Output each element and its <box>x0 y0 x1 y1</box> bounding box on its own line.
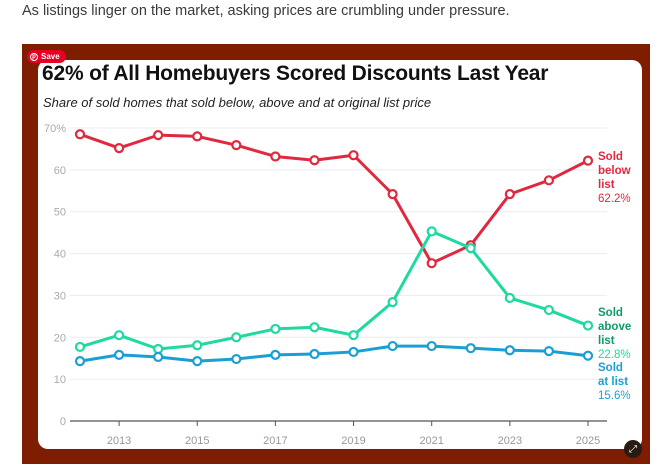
series-end-value: 62.2% <box>598 193 631 205</box>
data-point <box>387 340 398 352</box>
data-point <box>192 340 203 351</box>
data-point <box>270 323 281 335</box>
data-point <box>387 189 398 200</box>
series-label: above <box>598 321 631 333</box>
data-point <box>387 297 398 308</box>
series-line-0 <box>79 132 589 265</box>
series-end-value: 15.6% <box>598 390 631 402</box>
y-tick-label: 0 <box>60 416 66 428</box>
series-label: list <box>598 335 615 347</box>
y-tick-label: 50 <box>54 207 66 219</box>
y-tick-label: 10 <box>54 374 66 386</box>
data-point <box>113 349 125 360</box>
data-point <box>504 292 515 304</box>
series-label: Sold <box>598 307 623 319</box>
x-tick-label: 2013 <box>107 435 131 447</box>
data-point <box>348 150 359 161</box>
data-point <box>465 243 476 254</box>
y-tick-label: 70% <box>44 123 66 135</box>
pinterest-icon: p <box>30 52 38 61</box>
x-tick-label: 2023 <box>498 435 522 447</box>
save-label: Save <box>41 52 60 61</box>
series-label: list <box>598 179 615 191</box>
data-point <box>113 142 125 154</box>
chart-subtitle: Share of sold homes that sold below, abo… <box>43 95 432 110</box>
data-point <box>543 304 555 316</box>
data-point <box>309 155 320 166</box>
series-label: below <box>598 165 631 177</box>
x-tick-label: 2017 <box>263 435 287 447</box>
data-point <box>504 345 515 356</box>
y-tick-label: 40 <box>54 249 66 261</box>
data-point <box>74 129 86 140</box>
data-point <box>504 189 515 200</box>
data-point <box>74 341 86 353</box>
data-point <box>309 348 320 360</box>
x-tick-label: 2019 <box>341 435 365 447</box>
data-point <box>192 356 203 367</box>
data-point <box>231 353 242 365</box>
article-intro-text: As listings linger on the market, asking… <box>22 3 510 19</box>
series-end-value: 22.8% <box>598 349 631 361</box>
data-point <box>231 140 242 151</box>
data-point <box>543 345 555 357</box>
data-point <box>348 346 359 358</box>
x-tick-label: 2021 <box>419 435 443 447</box>
x-tick-label: 2025 <box>576 435 600 447</box>
data-point <box>582 155 594 166</box>
pinterest-save-button[interactable]: p Save <box>27 50 66 63</box>
data-point <box>153 343 164 355</box>
data-point <box>426 226 437 237</box>
data-point <box>113 330 125 341</box>
data-point <box>192 131 203 142</box>
data-point <box>153 130 164 141</box>
data-point <box>426 340 437 352</box>
data-point <box>465 343 476 354</box>
data-point <box>582 320 594 331</box>
data-point <box>348 330 359 341</box>
y-tick-label: 20 <box>54 332 66 344</box>
y-tick-label: 60 <box>54 165 66 177</box>
data-point <box>582 350 594 361</box>
data-point <box>270 349 281 360</box>
series-line-2 <box>79 344 589 363</box>
series-line-1 <box>79 229 589 351</box>
series-label: Sold <box>598 362 623 374</box>
data-point <box>543 175 555 186</box>
data-point <box>426 258 437 269</box>
expand-icon[interactable]: ⤢ <box>624 440 642 458</box>
data-point <box>153 351 164 363</box>
series-label: Sold <box>598 151 623 163</box>
data-point <box>270 151 281 162</box>
data-point <box>231 332 242 343</box>
series-label: at list <box>598 376 628 388</box>
data-point <box>74 356 86 367</box>
chart-title: 62% of All Homebuyers Scored Discounts L… <box>42 62 549 85</box>
data-point <box>309 322 320 333</box>
y-tick-label: 30 <box>54 290 66 302</box>
chart-card <box>38 60 642 449</box>
x-tick-label: 2015 <box>185 435 209 447</box>
